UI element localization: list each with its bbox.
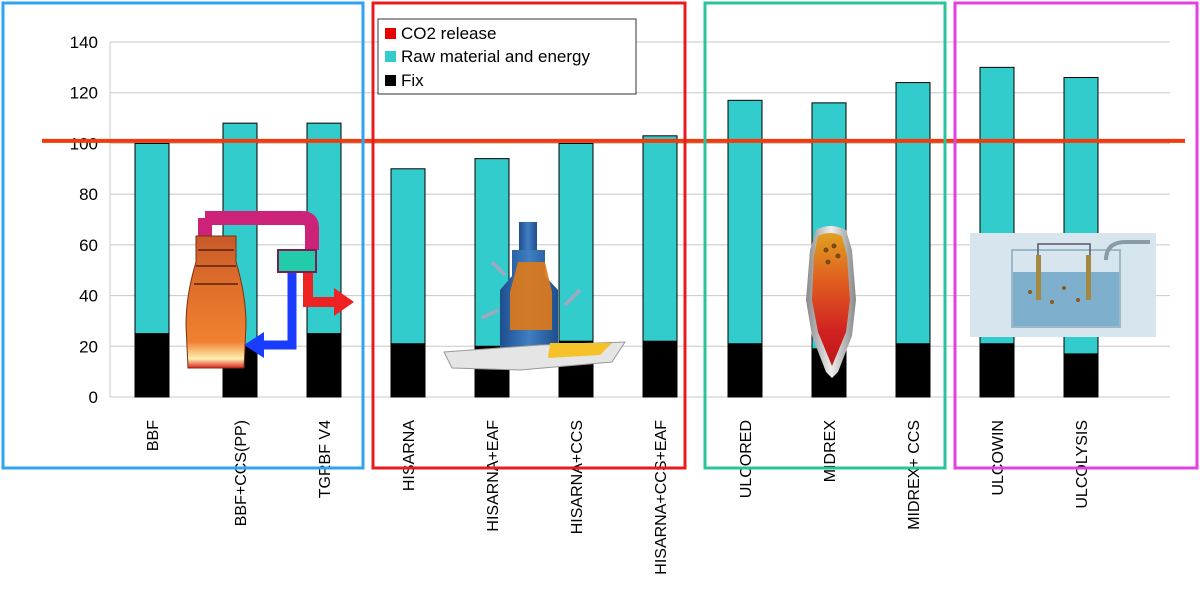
x-category-label: HISARNA+CCS+EAF [653, 420, 670, 575]
x-category-label: ULCOWIN [990, 420, 1007, 496]
electrolysis-cell-illustration [970, 233, 1156, 337]
bar-raw-material-and-energy [642, 135, 678, 342]
group-box [703, 1, 947, 470]
x-category-label: HISARNA [401, 420, 418, 491]
group-box [953, 1, 1199, 470]
bar-fix [390, 343, 426, 398]
bar-raw-material-and-energy [727, 99, 763, 345]
y-tick-label: 100 [70, 134, 98, 153]
bar-fix [134, 333, 170, 398]
bar-fix [727, 343, 763, 398]
x-category-label: ULCOLYSIS [1074, 420, 1091, 509]
y-tick-label: 120 [70, 84, 98, 103]
bar-raw-material-and-energy [134, 142, 170, 335]
x-category-label: BBF+CCS(PP) [233, 420, 250, 526]
hisarna-reactor-illustration [443, 222, 626, 371]
y-tick-label: 20 [79, 337, 98, 356]
x-category-label: HISARNA+EAF [485, 420, 502, 532]
y-tick-label: 80 [79, 185, 98, 204]
midrex-shaft-illustration [806, 226, 856, 378]
legend-label-co2-release: CO2 release [401, 24, 496, 43]
legend-swatch-fix [385, 75, 396, 86]
y-axis: 0 20 40 60 80 100 120 140 [70, 33, 111, 407]
bar-fix [1063, 353, 1099, 398]
legend-swatch-co2-release [385, 28, 396, 39]
legend-label-fix: Fix [401, 71, 424, 90]
x-category-label: MIDREX+ CCS [906, 420, 923, 530]
y-tick-label: 60 [79, 236, 98, 255]
legend-label-raw-material-and-energy: Raw material and energy [401, 47, 590, 66]
x-category-label: BBF [145, 420, 162, 451]
bar-raw-material-and-energy [390, 168, 426, 345]
group-boxes [1, 1, 1199, 470]
x-category-label: TGRBF V4 [317, 420, 334, 498]
x-axis-category-labels: BBF BBF+CCS(PP) TGRBF V4 HISARNA HISARNA+EAF… [145, 420, 1091, 575]
x-category-label: ULCORED [738, 420, 755, 498]
legend: CO2 release Raw material and energy Fix [377, 18, 637, 95]
group-box [1, 1, 365, 470]
bar-fix [306, 333, 342, 398]
x-category-label: HISARNA+CCS [569, 420, 586, 534]
bar-raw-material-and-energy [558, 142, 594, 342]
bar-raw-material-and-energy [895, 82, 931, 345]
bar-fix [895, 343, 931, 398]
group-box [371, 1, 687, 470]
legend-swatch-raw-material-and-energy [385, 51, 396, 62]
bar-fix [979, 343, 1015, 398]
bar-fix [642, 340, 678, 398]
y-tick-label: 0 [89, 388, 98, 407]
y-tick-label: 40 [79, 287, 98, 306]
x-category-label: MIDREX [822, 420, 839, 483]
y-tick-label: 140 [70, 33, 98, 52]
blast-furnace-illustration [185, 211, 354, 369]
